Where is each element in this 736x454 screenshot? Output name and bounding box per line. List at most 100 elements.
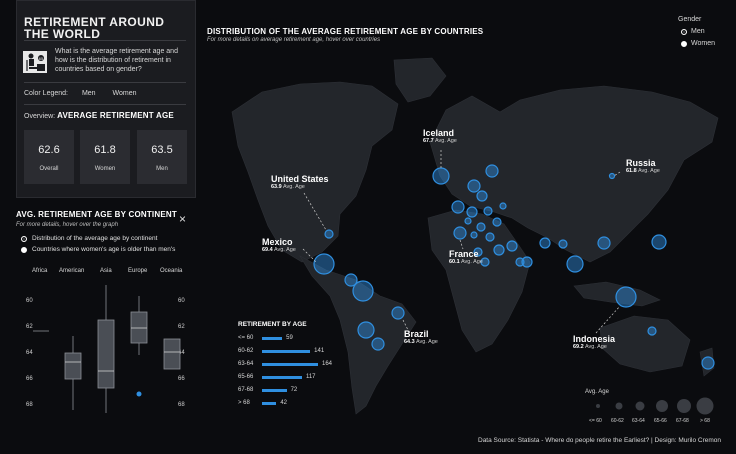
overview-title: AVERAGE RETIREMENT AGE xyxy=(57,111,174,120)
bubble-tunisia xyxy=(473,247,483,257)
age-bucket-bar[interactable] xyxy=(262,362,318,366)
bubble-china xyxy=(597,236,611,250)
avg-suffix: Avg. Age xyxy=(460,259,483,265)
close-icon[interactable]: × xyxy=(179,212,187,226)
bubble-sweden xyxy=(476,190,488,202)
age-bucket-count: 117 xyxy=(305,374,316,380)
footer-credits: Data Source: Statista - Where do people … xyxy=(478,437,722,444)
age-bucket-row[interactable]: > 68 42 xyxy=(238,399,287,407)
overview-heading: Overview: AVERAGE RETIREMENT AGE xyxy=(24,111,174,120)
divider xyxy=(24,104,186,105)
gender-option-men[interactable]: Men xyxy=(681,28,705,35)
option-women-older[interactable]: Countries where women's age is older tha… xyxy=(21,246,175,253)
bubble-mexico xyxy=(313,253,335,275)
stat-men: 63.5 Men xyxy=(137,130,187,184)
age-bucket-bar[interactable] xyxy=(262,375,302,379)
divider xyxy=(24,82,186,83)
age-bucket-row[interactable]: 65-66 117 xyxy=(238,373,316,381)
age-bucket-label: > 68 xyxy=(238,400,250,406)
option-label: Countries where women's age is older tha… xyxy=(32,246,176,253)
country-value: 64.3 xyxy=(404,339,415,345)
radio-selected-icon[interactable] xyxy=(21,235,27,242)
country-value: 69.2 xyxy=(573,344,584,350)
bubble-colombia xyxy=(352,280,374,302)
bubble-belgium xyxy=(464,217,472,225)
stat-label: Overall xyxy=(39,166,59,172)
color-legend-label: Color Legend: xyxy=(24,90,68,97)
retiree-icon: 65 xyxy=(23,51,47,73)
north-america-shape xyxy=(231,81,399,263)
age-bucket-count: 141 xyxy=(314,348,325,354)
y-tick: 68 xyxy=(26,402,33,408)
gender-label: Men xyxy=(691,28,705,35)
y-tick: 64 xyxy=(26,350,33,356)
app-title: RETIREMENT AROUND THE WORLD xyxy=(24,16,165,38)
y-tick: 60 xyxy=(26,298,33,304)
country-value: 63.9 xyxy=(271,184,282,190)
continent-subtitle: For more details, hover over the graph xyxy=(16,222,119,228)
age-bucket-bar[interactable] xyxy=(262,336,283,340)
y-tick-right: 64 xyxy=(178,350,185,356)
country-name: Brazil xyxy=(404,329,429,339)
gender-label: Women xyxy=(691,40,715,47)
avg-age-size-legend xyxy=(596,397,714,415)
label-russia: Russia 61.8 Avg. Age xyxy=(626,158,660,174)
bubble-italy xyxy=(470,231,478,239)
bubble-japan xyxy=(651,234,667,250)
avg-suffix: Avg. Age xyxy=(434,138,457,144)
age-bucket-count: 59 xyxy=(286,335,293,341)
legend-women: Women xyxy=(112,90,137,97)
y-tick-right: 68 xyxy=(178,402,185,408)
age-bucket-bar[interactable] xyxy=(262,388,287,392)
size-label: 63-64 xyxy=(632,418,645,424)
label-indonesia: Indonesia 69.2 Avg. Age xyxy=(573,334,615,350)
size-dot xyxy=(656,400,668,412)
stat-overall: 62.6 Overall xyxy=(24,130,74,184)
greenland-shape xyxy=(393,57,447,103)
option-distribution[interactable]: Distribution of the average age by conti… xyxy=(21,235,157,242)
bubble-chile xyxy=(371,337,385,351)
age-bucket-bar[interactable] xyxy=(262,401,277,405)
avg-suffix: Avg. Age xyxy=(415,339,438,345)
bubble-kazakhstan xyxy=(539,237,551,249)
overview-prefix: Overview: xyxy=(24,113,56,120)
country-value: 61.8 xyxy=(626,168,637,174)
size-dot xyxy=(677,399,691,413)
south-america-shape xyxy=(299,255,417,415)
country-name: France xyxy=(449,249,479,259)
size-dot xyxy=(696,397,714,415)
label-united-states: United States 63.9 Avg. Age xyxy=(271,174,329,190)
age-bucket-row[interactable]: 67-68 72 xyxy=(238,386,297,394)
size-label: 60-62 xyxy=(611,418,624,424)
radio-selected-icon[interactable] xyxy=(681,28,687,35)
age-bucket-row[interactable]: <= 60 59 xyxy=(238,334,293,342)
bubble-australia xyxy=(647,326,657,336)
bubble-india xyxy=(566,255,584,273)
bubble-ukraine xyxy=(492,217,502,227)
age-bucket-row[interactable]: 63-64 164 xyxy=(238,360,332,368)
stat-women: 61.8 Women xyxy=(80,130,130,184)
bubble-russia xyxy=(608,172,616,180)
option-label: Distribution of the average age by conti… xyxy=(32,235,158,242)
africa-shape xyxy=(427,209,531,353)
color-legend: Color Legend: Men Women xyxy=(24,90,137,97)
map-title: DISTRIBUTION OF THE AVERAGE RETIREMENT A… xyxy=(207,27,484,36)
boxplot-chart[interactable] xyxy=(0,260,200,430)
age-bucket-row[interactable]: 60-62 141 xyxy=(238,347,324,355)
size-label: 65-66 xyxy=(654,418,667,424)
size-label: <= 60 xyxy=(589,418,602,424)
radio-icon[interactable] xyxy=(681,40,687,47)
box-american xyxy=(64,352,82,380)
age-bucket-count: 164 xyxy=(322,361,333,367)
country-value: 67.7 xyxy=(423,138,434,144)
avg-suffix: Avg. Age xyxy=(637,168,660,174)
radio-icon[interactable] xyxy=(21,246,27,253)
country-name: Mexico xyxy=(262,237,293,247)
country-value: 60.1 xyxy=(449,259,460,265)
age-bucket-bar[interactable] xyxy=(262,349,311,353)
world-map[interactable] xyxy=(200,48,736,433)
y-tick-right: 60 xyxy=(178,298,185,304)
gender-option-women[interactable]: Women xyxy=(681,40,715,47)
bubble-iran xyxy=(506,240,518,252)
country-name: United States xyxy=(271,174,329,184)
